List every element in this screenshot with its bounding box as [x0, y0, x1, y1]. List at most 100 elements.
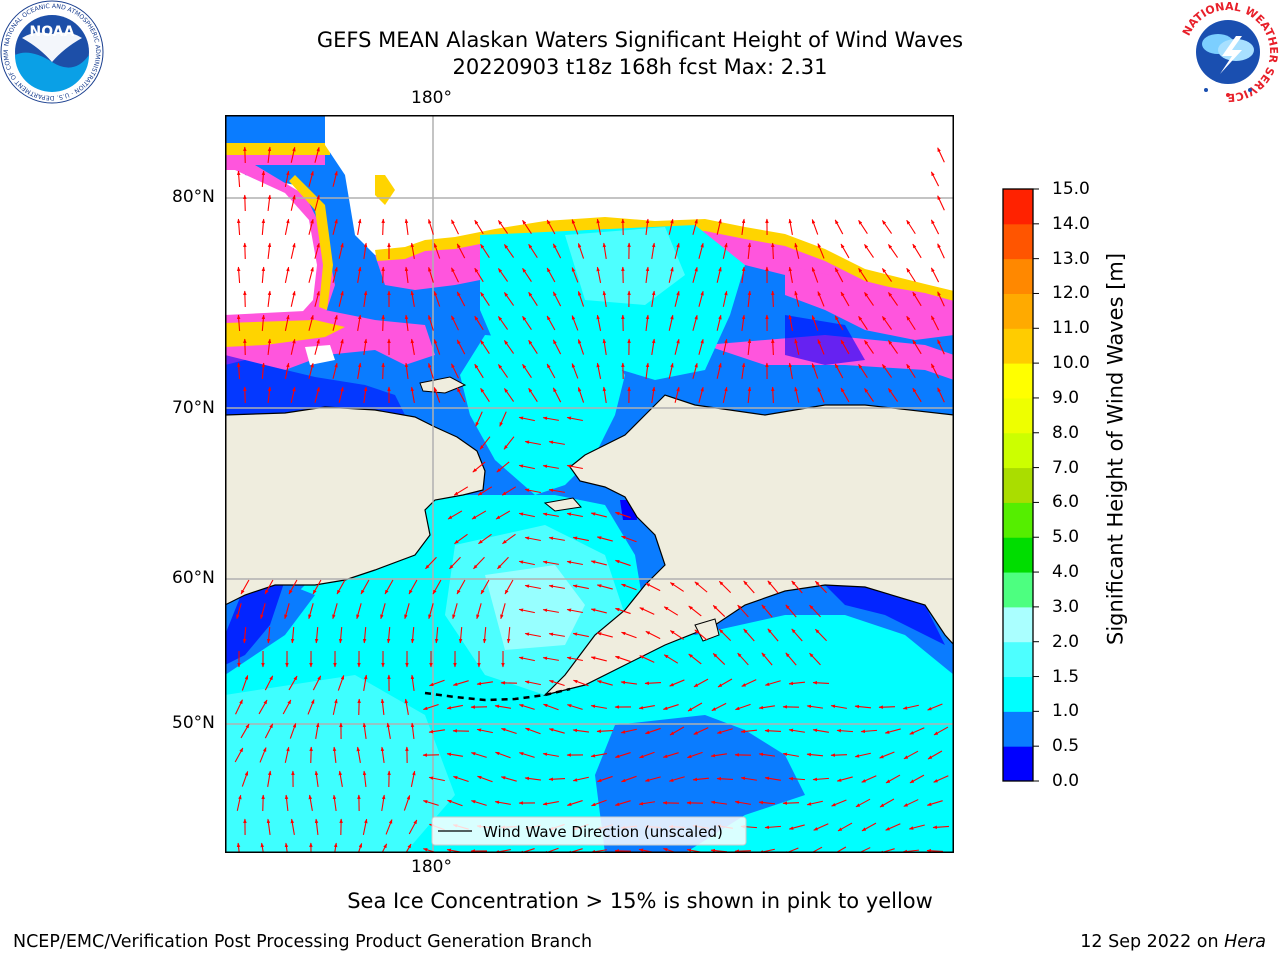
colorbar-tick-label: 15.0 — [1052, 179, 1090, 199]
wave-arrow — [596, 218, 602, 235]
wave-arrow — [566, 704, 583, 710]
wave-arrow — [881, 268, 893, 282]
wave-arrow — [734, 849, 752, 853]
wave-arrow — [284, 746, 290, 763]
wave-arrow — [500, 603, 506, 620]
wave-arrow — [524, 488, 541, 494]
wave-arrow — [735, 703, 751, 711]
wave-arrow — [410, 338, 415, 355]
wave-arrow — [834, 219, 844, 235]
wave-arrow — [542, 656, 559, 661]
wave-arrow — [764, 729, 782, 733]
wave-arrow — [522, 363, 532, 378]
wave-arrow — [518, 464, 535, 470]
wave-arrow — [577, 386, 585, 403]
wave-arrow — [284, 170, 290, 187]
wave-arrow — [674, 386, 680, 403]
wave-arrow — [338, 626, 343, 644]
wave-arrow — [410, 722, 415, 740]
wave-arrow — [806, 752, 824, 757]
wave-arrow — [428, 218, 434, 235]
wave-arrow — [332, 218, 338, 235]
wave-arrow — [674, 338, 680, 355]
wave-arrow — [261, 218, 266, 236]
wave-arrow — [930, 363, 940, 379]
wave-arrow — [688, 605, 702, 617]
wave-arrow — [404, 218, 409, 236]
wave-arrow — [596, 314, 602, 331]
wave-arrow — [743, 580, 755, 594]
wave-arrow — [722, 242, 728, 259]
wave-arrow — [878, 705, 896, 709]
wave-arrow — [817, 339, 825, 355]
wave-arrow — [573, 679, 589, 687]
wave-arrow — [290, 386, 296, 403]
wave-arrow — [840, 243, 850, 259]
wave-arrow — [615, 607, 631, 615]
wave-arrow — [572, 728, 590, 733]
wave-arrow — [908, 824, 925, 830]
wave-arrow — [815, 580, 827, 594]
wave-arrow — [906, 315, 916, 331]
wave-arrow — [308, 266, 314, 283]
wave-arrow — [356, 746, 361, 763]
wave-arrow — [669, 582, 684, 592]
wave-arrow — [236, 218, 241, 236]
wave-arrow — [834, 267, 844, 283]
wave-arrow — [433, 387, 441, 403]
wave-arrow — [741, 314, 746, 332]
wave-arrow — [518, 608, 535, 614]
wave-arrow — [758, 800, 776, 805]
wave-arrow — [542, 608, 559, 613]
wave-arrow — [887, 292, 899, 306]
wave-arrow — [812, 728, 829, 733]
wave-arrow — [937, 147, 945, 163]
wave-arrow — [503, 292, 515, 306]
wave-arrow — [692, 218, 698, 235]
wave-arrow — [864, 340, 874, 354]
wave-arrow — [854, 752, 871, 758]
wave-arrow — [456, 291, 466, 307]
wave-arrow — [912, 339, 922, 355]
alaska-land — [543, 394, 954, 697]
wave-arrow — [267, 338, 272, 356]
wave-arrow — [855, 847, 871, 853]
wave-arrow — [688, 653, 702, 665]
wave-arrow — [548, 488, 565, 493]
wave-arrow — [236, 314, 241, 332]
wave-arrow — [548, 728, 565, 734]
wave-arrow — [902, 704, 919, 710]
wave-arrow — [621, 535, 637, 543]
wave-arrow — [812, 681, 830, 685]
wave-arrow — [927, 750, 943, 760]
wave-arrow — [308, 314, 314, 331]
wave-arrow — [552, 339, 562, 355]
wave-arrow — [308, 170, 314, 187]
wave-arrow — [363, 674, 368, 691]
wave-arrow — [314, 146, 320, 163]
wave-arrow — [456, 387, 466, 403]
wave-arrow — [314, 338, 320, 355]
wave-arrow — [788, 266, 793, 283]
lat-label-70: 70°N — [172, 398, 215, 418]
wave-arrow — [548, 536, 565, 541]
wave-arrow — [909, 774, 925, 784]
west-coast-dark — [225, 580, 285, 665]
wave-arrow — [546, 219, 556, 235]
wave-arrow — [926, 800, 943, 806]
wave-arrow — [524, 776, 542, 781]
wave-arrow — [858, 363, 868, 378]
wave-arrow — [479, 436, 491, 450]
chart-subtitle: 20220903 t18z 168h fcst Max: 2.31 — [452, 55, 828, 79]
wave-arrow — [428, 603, 434, 620]
wave-arrow — [806, 704, 823, 709]
wave-arrow — [381, 362, 385, 380]
wave-arrow — [722, 338, 728, 355]
wave-arrow — [577, 290, 585, 307]
wave-arrow — [546, 267, 556, 283]
wave-arrow — [788, 824, 805, 830]
wave-arrow — [710, 800, 727, 805]
colorbar-tick-label: 9.0 — [1052, 387, 1080, 408]
wave-arrow — [360, 579, 370, 595]
wave-arrow — [260, 842, 265, 853]
